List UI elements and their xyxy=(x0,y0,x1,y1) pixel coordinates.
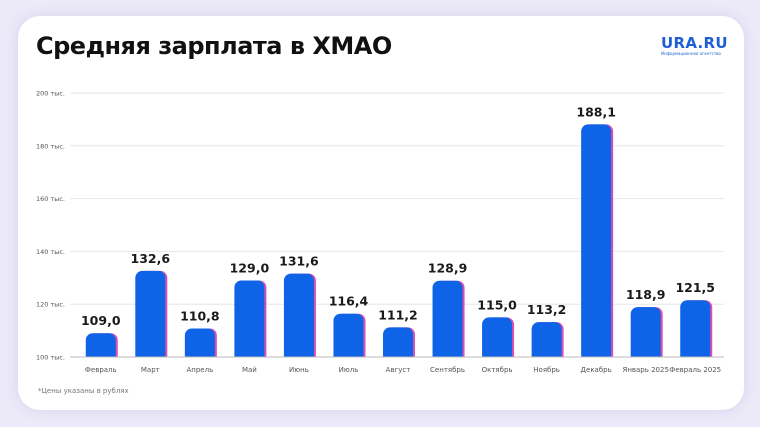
x-tick-label: Июль xyxy=(339,366,359,374)
bar xyxy=(135,270,166,363)
x-tick-label: Январь 2025 xyxy=(622,366,668,374)
data-label: 111,2 xyxy=(378,307,418,322)
x-tick-label: Август xyxy=(386,366,411,374)
bar-base-mask xyxy=(579,357,616,365)
x-tick-label: Февраль 2025 xyxy=(669,366,721,374)
data-label: 115,0 xyxy=(477,297,517,312)
y-tick-label: 120 тыс. xyxy=(36,301,65,309)
x-tick-label: Март xyxy=(141,366,160,374)
data-label: 188,1 xyxy=(576,104,616,119)
logo-text: URA.RU xyxy=(661,34,728,52)
bar-base-mask xyxy=(529,357,566,365)
data-label: 121,5 xyxy=(675,280,715,295)
data-label: 116,4 xyxy=(329,294,369,309)
x-tick-label: Октябрь xyxy=(482,366,513,374)
bar-base-mask xyxy=(430,357,467,365)
bar xyxy=(234,280,265,363)
x-tick-label: Сентябрь xyxy=(430,366,465,374)
bar-base-mask xyxy=(678,357,715,365)
chart-title: Средняя зарплата в ХМАО xyxy=(36,32,392,60)
bar xyxy=(581,124,612,363)
x-tick-label: Февраль xyxy=(85,366,117,374)
bar-base-mask xyxy=(83,357,120,365)
bar xyxy=(482,317,513,363)
y-tick-label: 200 тыс. xyxy=(36,90,65,98)
bar-base-mask xyxy=(381,357,417,365)
x-tick-label: Июнь xyxy=(289,366,309,374)
bar xyxy=(432,280,463,363)
bar xyxy=(383,327,413,363)
y-tick-label: 140 тыс. xyxy=(36,248,65,256)
bar xyxy=(283,273,314,363)
bar-base-mask xyxy=(133,357,170,365)
bar-base-mask xyxy=(331,357,368,365)
bar-base-mask xyxy=(281,357,318,365)
x-tick-label: Декабрь xyxy=(581,366,612,374)
data-label: 129,0 xyxy=(230,260,270,275)
data-label: 109,0 xyxy=(81,313,121,328)
data-label: 110,8 xyxy=(180,308,220,323)
bar xyxy=(531,322,562,363)
logo-subtitle: Информационное агентство xyxy=(661,51,721,56)
bar xyxy=(184,328,215,363)
data-label: 113,2 xyxy=(527,302,567,317)
data-label: 131,6 xyxy=(279,254,319,269)
x-tick-label: Май xyxy=(242,366,257,374)
bar xyxy=(630,307,661,363)
x-tick-label: Апрель xyxy=(186,366,213,374)
y-tick-label: 180 тыс. xyxy=(36,142,65,150)
bar xyxy=(680,300,711,363)
bar-base-mask xyxy=(232,357,269,365)
data-label: 128,9 xyxy=(428,261,468,276)
data-label: 118,9 xyxy=(626,287,666,302)
footnote: *Цены указаны в рублях xyxy=(38,387,129,395)
bar xyxy=(85,333,116,363)
y-tick-label: 100 тыс. xyxy=(36,354,65,362)
bar xyxy=(333,313,364,363)
bar-base-mask xyxy=(628,357,665,365)
y-tick-label: 160 тыс. xyxy=(36,195,65,203)
x-tick-label: Ноябрь xyxy=(533,366,560,374)
data-label: 132,6 xyxy=(131,251,171,266)
ura-logo: URA.RU Информационное агентство xyxy=(661,36,728,57)
bar-base-mask xyxy=(480,357,517,365)
bar-base-mask xyxy=(182,357,219,365)
